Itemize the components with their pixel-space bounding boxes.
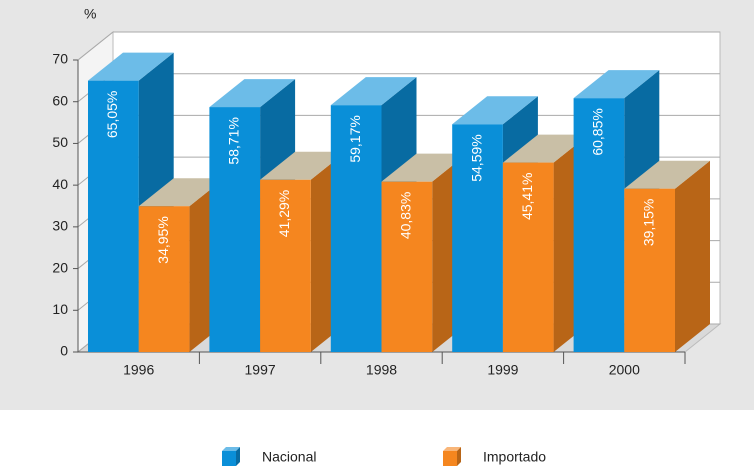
bar-top [260,151,346,180]
y-tick-label: 40 [52,176,68,192]
bar-top [381,153,468,182]
value-label: 65,05% [104,91,120,138]
value-label: 58,71% [225,117,241,164]
y-axis-label: % [84,6,96,22]
legend-item: Nacional [222,447,316,466]
legend-swatch [443,451,457,466]
bar [452,124,503,353]
bar [260,179,311,352]
x-tick-label: 1996 [123,362,154,378]
value-label: 40,83% [398,192,414,239]
legend-swatch-top [443,447,461,451]
y-tick-label: 70 [52,51,68,67]
legend-label: Importado [483,449,546,465]
bar-top [88,52,174,81]
bar-top [624,160,710,189]
legend-label: Nacional [262,449,316,465]
legend-swatch-side [457,447,461,466]
bar-top [209,79,296,108]
value-label: 39,15% [640,199,656,246]
y-tick-label: 10 [52,301,68,317]
value-label: 34,95% [155,216,171,263]
y-tick-label: 0 [60,343,68,359]
legend-swatch-top [222,447,240,451]
y-tick-label: 60 [52,92,68,108]
bar [502,162,554,352]
x-tick-label: 1997 [245,362,276,378]
y-tick-label: 30 [52,218,68,234]
x-tick-label: 1999 [487,362,518,378]
y-tick-label: 50 [52,134,68,150]
x-tick-label: 2000 [609,362,640,378]
value-label: 60,85% [590,108,606,155]
bar [209,107,261,352]
bar-top [330,77,417,106]
value-label: 41,29% [276,190,292,237]
bar-top [138,178,225,207]
value-label: 59,17% [347,115,363,162]
bar-top [502,134,589,163]
bar [573,98,625,352]
grid-line [77,31,114,61]
value-label: 54,59% [468,134,484,181]
legend-swatch-side [236,447,240,466]
bar-side [675,160,710,352]
legend-swatch [222,451,236,466]
bar [138,206,190,352]
value-label: 45,41% [519,173,535,220]
legend-item: Importado [443,447,546,466]
x-tick-label: 1998 [366,362,397,378]
bar-top [452,96,538,125]
y-tick-label: 20 [52,259,68,275]
bar [624,188,675,352]
bar [381,181,433,352]
bar [88,80,139,353]
bar [330,105,382,352]
bar-top [573,70,660,99]
